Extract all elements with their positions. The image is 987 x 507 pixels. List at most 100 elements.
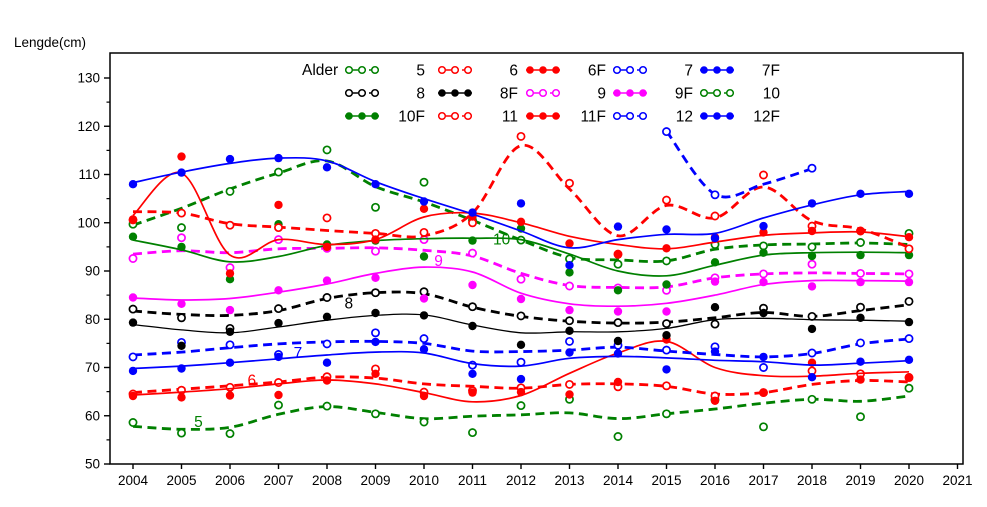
series-11-point: [904, 244, 914, 254]
series-8F-point: [468, 321, 477, 331]
series-7-point: [759, 363, 768, 372]
curve-label-5: 5: [194, 414, 203, 431]
series-9F-point: [662, 307, 671, 316]
series-10F-point: [759, 248, 768, 257]
legend-swatch-marker-icon: [371, 112, 379, 120]
legend-swatch-marker-icon: [525, 88, 535, 98]
x-tick-label: 2014: [603, 473, 634, 488]
curve-label-7: 7: [294, 345, 303, 362]
series-12F-point: [128, 180, 138, 189]
series-11-point: [710, 211, 720, 221]
series-6F-point: [128, 391, 138, 401]
series-12F-point: [807, 199, 817, 208]
series-7-point: [371, 328, 380, 338]
legend-swatch-marker-icon: [626, 89, 634, 97]
legend-item-10: 10: [699, 86, 781, 103]
series-5-point: [177, 428, 186, 438]
series-9F-point: [710, 277, 720, 286]
series-11F-point: [371, 235, 380, 244]
legend-swatch-marker-icon: [450, 111, 460, 121]
x-tick-label: 2005: [166, 473, 196, 488]
legend-swatch-marker-icon: [700, 66, 708, 74]
series-10F-point: [613, 286, 623, 295]
legend-swatch-marker-icon: [539, 66, 547, 74]
legend-item-5: 5: [344, 63, 425, 80]
series-11F-point: [419, 204, 429, 213]
series-7-curve: [132, 337, 910, 359]
series-9F-point: [419, 294, 429, 303]
x-tick-label: 2004: [118, 473, 149, 488]
legend-item-9: 9: [525, 86, 606, 103]
series-11F-point: [177, 152, 186, 161]
series-8: [128, 287, 914, 333]
series-8-point: [710, 319, 720, 329]
series-6F: [128, 335, 914, 405]
series-5-point: [128, 418, 138, 427]
series-7-point: [322, 339, 332, 349]
series-9F-point: [613, 307, 623, 316]
legend-item-label: 10: [763, 86, 781, 103]
legend-swatch-marker-icon: [638, 65, 648, 75]
legend-item-6: 6: [437, 63, 518, 80]
legend-swatch-marker-icon: [438, 89, 446, 97]
y-tick-label: 80: [85, 312, 100, 327]
series-12-point: [807, 163, 817, 173]
series-6-point: [662, 381, 671, 391]
series-7-point: [565, 336, 574, 346]
series-6F-point: [177, 393, 186, 402]
series-10F-point: [710, 258, 720, 267]
series-9-point: [759, 269, 768, 279]
series-8F-point: [322, 312, 332, 321]
legend-item-8F: 8F: [438, 86, 518, 103]
series-10-point: [419, 177, 429, 187]
legend-swatch-marker-icon: [370, 88, 380, 98]
series-5-point: [759, 422, 768, 432]
legend-swatch-marker-icon: [358, 112, 366, 120]
y-tick-label: 90: [85, 264, 100, 279]
series-6F-point: [710, 396, 720, 405]
series-8F-point: [613, 336, 623, 346]
series-9F-point: [516, 294, 526, 304]
series-8-point: [177, 313, 186, 323]
series-8-point: [856, 302, 865, 312]
series-11-point: [662, 195, 671, 205]
series-8F-point: [274, 318, 283, 328]
x-tick-label: 2020: [894, 473, 924, 488]
legend-swatch-marker-icon: [539, 112, 547, 120]
series-10F-point: [565, 268, 574, 277]
legend-item-12F: 12F: [700, 109, 780, 126]
series-9-point: [904, 269, 914, 279]
legend-swatch-marker-icon: [437, 111, 447, 121]
series-8-point: [322, 293, 332, 302]
legend-swatch-marker-icon: [700, 112, 708, 120]
series-7F-point: [468, 369, 477, 378]
legend-item-label: 6: [509, 63, 518, 80]
series-8F-point: [128, 318, 138, 327]
y-axis: 50 60 70 80 90 100 110 120 130 Lengde(cm): [14, 35, 110, 472]
series-8F-point: [565, 326, 574, 335]
series-7-point: [856, 338, 865, 348]
legend: Alder 5 6 6F 7 7F 8 8F 9 9F 10 10F 11 11F 12 12F: [302, 62, 780, 126]
series-9-curve: [132, 246, 910, 290]
series-7-point: [516, 357, 526, 367]
series-9F-point: [225, 305, 235, 315]
legend-item-7: 7: [612, 63, 693, 80]
series-11F-point: [516, 217, 526, 226]
legend-item-label: 6F: [588, 63, 606, 80]
series-6F-point: [759, 388, 768, 397]
series-11-point: [225, 220, 235, 230]
y-tick-label: 70: [85, 360, 100, 375]
series-8-point: [662, 319, 671, 329]
x-tick-label: 2011: [458, 473, 487, 488]
legend-swatch-marker-icon: [357, 65, 367, 75]
series-12F-point: [662, 225, 671, 234]
y-tick-label: 120: [77, 119, 100, 134]
series-10-point: [322, 145, 332, 155]
legend-item-label: 8F: [500, 86, 518, 103]
series-9F-point: [807, 282, 817, 291]
series-8F-point: [371, 308, 380, 318]
legend-item-label: 12F: [753, 109, 780, 126]
series-8F: [128, 303, 914, 350]
series-8-point: [468, 302, 477, 312]
